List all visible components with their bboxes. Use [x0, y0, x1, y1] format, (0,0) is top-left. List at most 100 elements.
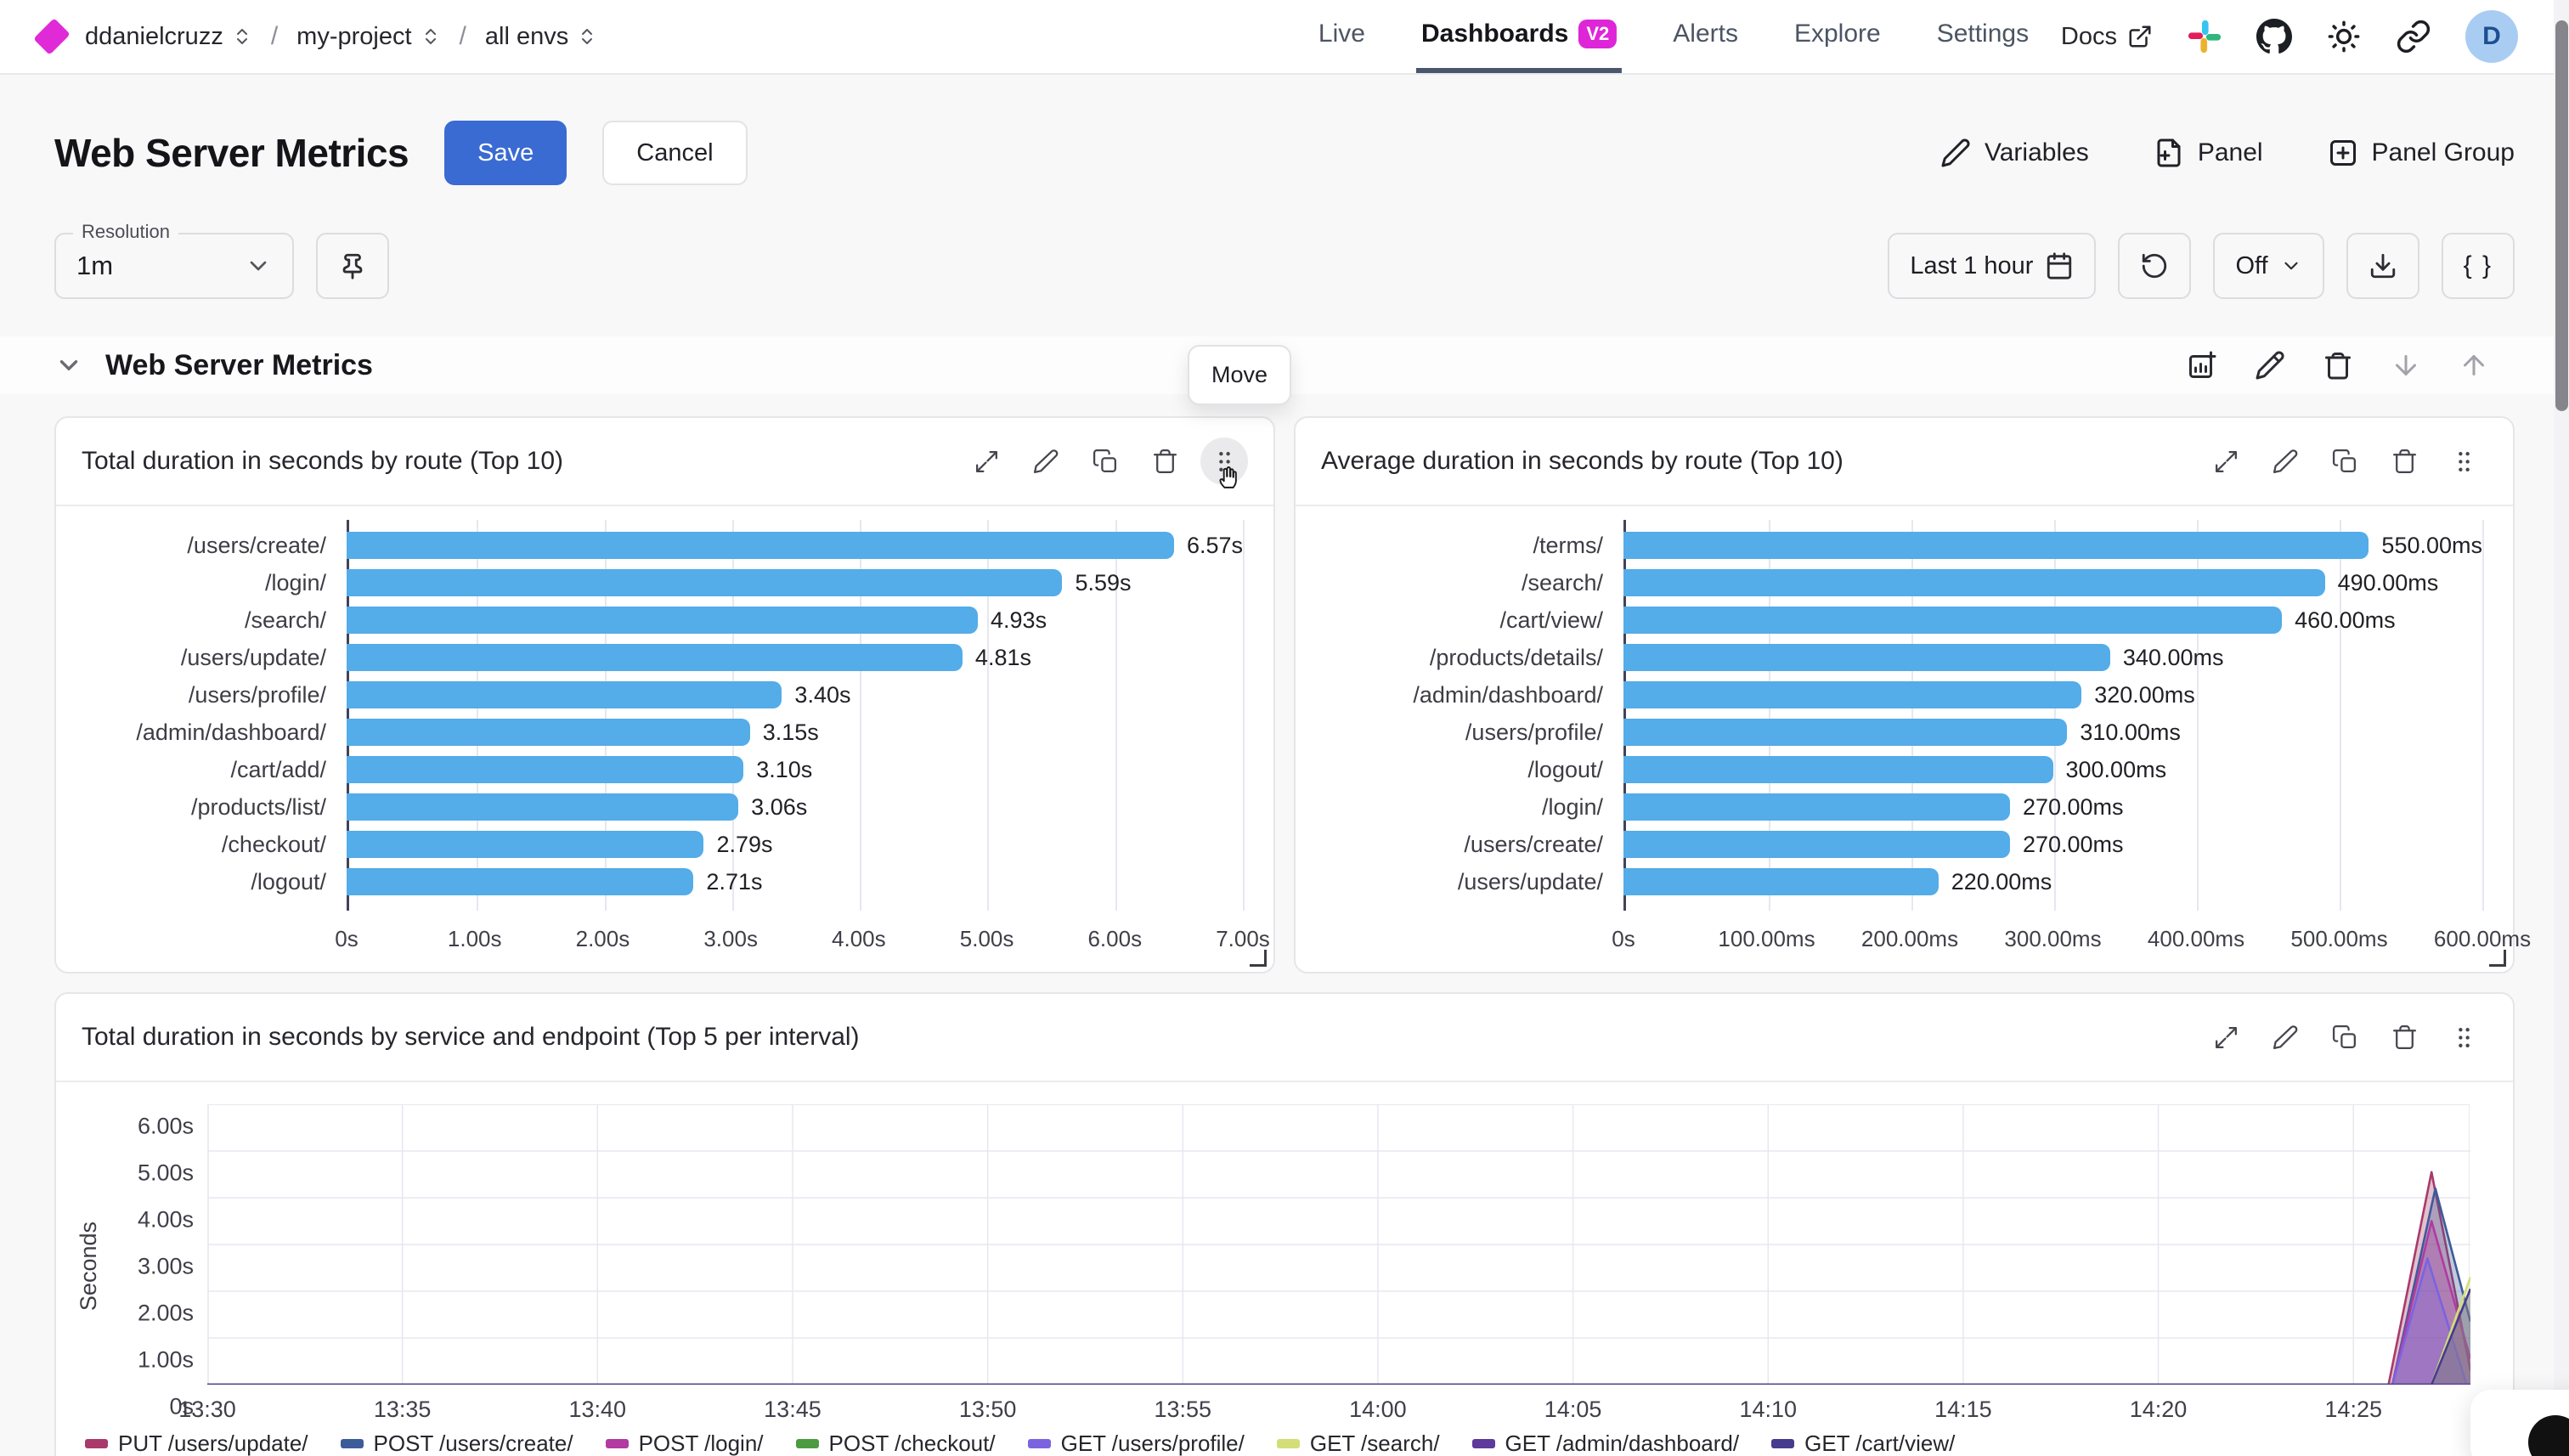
bar-track: 220.00ms — [1623, 868, 2482, 895]
gridline — [2054, 520, 2056, 911]
edit-panel-button[interactable] — [2261, 437, 2309, 485]
json-view-button[interactable]: { } — [2441, 233, 2515, 299]
legend-swatch — [1471, 1439, 1495, 1448]
expand-panel-button[interactable] — [2202, 437, 2250, 485]
duplicate-panel-button[interactable] — [1081, 437, 1129, 485]
delete-panel-button[interactable] — [2380, 437, 2428, 485]
bar[interactable] — [347, 831, 704, 858]
gridline — [477, 520, 479, 911]
drag-panel-handle[interactable] — [1200, 437, 1248, 488]
duplicate-panel-button[interactable] — [2321, 437, 2369, 485]
save-button[interactable]: Save — [444, 121, 567, 185]
resolution-select[interactable]: Resolution 1m — [54, 221, 294, 299]
panel-resize-handle[interactable] — [2489, 950, 2506, 967]
trash-icon — [2325, 353, 2351, 380]
refresh-button[interactable] — [2118, 233, 2192, 299]
auto-refresh-select[interactable]: Off — [2213, 233, 2324, 299]
y-tick-label: 2.00s — [137, 1300, 194, 1326]
add-panel-button[interactable]: Panel — [2154, 138, 2263, 168]
legend-item[interactable]: GET /admin/dashboard/ — [1471, 1431, 1739, 1456]
bar-category-label: /admin/dashboard/ — [1413, 681, 1603, 708]
legend-item[interactable]: GET /cart/view/ — [1771, 1431, 1955, 1456]
bar[interactable] — [1623, 719, 2068, 746]
bar[interactable] — [1623, 831, 2010, 858]
download-button[interactable] — [2346, 233, 2419, 299]
user-avatar[interactable]: D — [2465, 10, 2518, 63]
bar[interactable] — [347, 756, 744, 783]
bar[interactable] — [347, 644, 963, 671]
share-link-button[interactable] — [2396, 19, 2431, 54]
breadcrumb-project-selector[interactable]: my-project — [296, 23, 440, 51]
edit-panel-button[interactable] — [2261, 1013, 2309, 1061]
x-tick-label: 100.00ms — [1718, 926, 1815, 951]
bar[interactable] — [347, 719, 750, 746]
time-range-button[interactable]: Last 1 hour — [1888, 233, 2097, 299]
collapse-group-button[interactable] — [54, 351, 83, 380]
tab-live[interactable]: Live — [1313, 0, 1370, 73]
bar[interactable] — [347, 681, 782, 708]
bar[interactable] — [1623, 532, 2369, 559]
legend-item[interactable]: GET /search/ — [1276, 1431, 1440, 1456]
bar[interactable] — [347, 569, 1063, 596]
slack-link[interactable] — [2187, 19, 2222, 54]
expand-panel-button[interactable] — [963, 437, 1010, 485]
pin-resolution-button[interactable] — [316, 233, 389, 299]
bar[interactable] — [1623, 607, 2283, 634]
x-axis: 0s 100.00ms 200.00ms 300.00ms 400.00ms 500.00… — [1612, 912, 2531, 962]
legend-item[interactable]: PUT /users/update/ — [85, 1431, 308, 1456]
bar[interactable] — [1623, 793, 2010, 821]
x-tick-label: 13:40 — [568, 1397, 627, 1422]
delete-panel-button[interactable] — [1141, 437, 1189, 485]
add-panel-to-group-button[interactable] — [2187, 350, 2217, 381]
bar-track: 2.71s — [347, 868, 1243, 895]
breadcrumb-env-selector[interactable]: all envs — [485, 23, 597, 51]
cancel-button[interactable]: Cancel — [602, 121, 748, 185]
pencil-icon — [1033, 449, 1058, 473]
scrollbar-thumb[interactable] — [2555, 20, 2568, 411]
tab-explore[interactable]: Explore — [1789, 0, 1886, 73]
move-group-up-button[interactable] — [2459, 350, 2489, 381]
delete-group-button[interactable] — [2323, 350, 2353, 381]
bar[interactable] — [347, 793, 739, 821]
bar[interactable] — [347, 868, 694, 895]
delete-panel-button[interactable] — [2380, 1013, 2428, 1061]
variables-button[interactable]: Variables — [1940, 138, 2089, 168]
expand-icon — [2215, 450, 2237, 472]
panel-actions — [963, 437, 1248, 488]
edit-group-button[interactable] — [2255, 350, 2285, 381]
drag-panel-handle[interactable] — [2440, 437, 2487, 485]
scrollbar-track[interactable] — [2554, 0, 2569, 1456]
github-link[interactable] — [2256, 19, 2292, 54]
legend-item[interactable]: POST /checkout/ — [795, 1431, 996, 1456]
bar[interactable] — [1623, 644, 2110, 671]
legend-item[interactable]: POST /users/create/ — [340, 1431, 573, 1456]
duplicate-panel-button[interactable] — [2321, 1013, 2369, 1061]
tab-alerts[interactable]: Alerts — [1668, 0, 1743, 73]
bar-value-label: 2.71s — [706, 868, 763, 894]
bar-category-label: /users/profile/ — [188, 681, 326, 708]
bar[interactable] — [347, 532, 1174, 559]
expand-panel-button[interactable] — [2202, 1013, 2250, 1061]
theme-toggle[interactable] — [2326, 19, 2362, 54]
bar-row: /terms/550.00ms — [1321, 527, 2482, 564]
bar[interactable] — [1623, 756, 2053, 783]
panel-resize-handle[interactable] — [1250, 950, 1267, 967]
breadcrumb-org-selector[interactable]: ddanielcruzz — [85, 23, 252, 51]
bar-category-label: /logout/ — [1527, 756, 1603, 782]
bar[interactable] — [1623, 569, 2325, 596]
legend-item[interactable]: POST /login/ — [605, 1431, 764, 1456]
add-panel-group-button[interactable]: Panel Group — [2328, 138, 2515, 168]
bar[interactable] — [347, 607, 979, 634]
legend-item[interactable]: GET /users/profile/ — [1027, 1431, 1245, 1456]
bar[interactable] — [1623, 868, 1939, 895]
tab-dashboards[interactable]: Dashboards V2 — [1415, 0, 1623, 73]
move-group-down-button[interactable] — [2391, 350, 2421, 381]
bar[interactable] — [1623, 681, 2082, 708]
tab-settings[interactable]: Settings — [1932, 0, 2034, 73]
bar-value-label: 220.00ms — [1951, 868, 2052, 894]
resolution-value: 1m — [76, 251, 114, 280]
docs-link[interactable]: Docs — [2061, 23, 2153, 51]
drag-panel-handle[interactable] — [2440, 1013, 2487, 1061]
bar-row: /search/490.00ms — [1321, 564, 2482, 601]
edit-panel-button[interactable] — [1022, 437, 1070, 485]
